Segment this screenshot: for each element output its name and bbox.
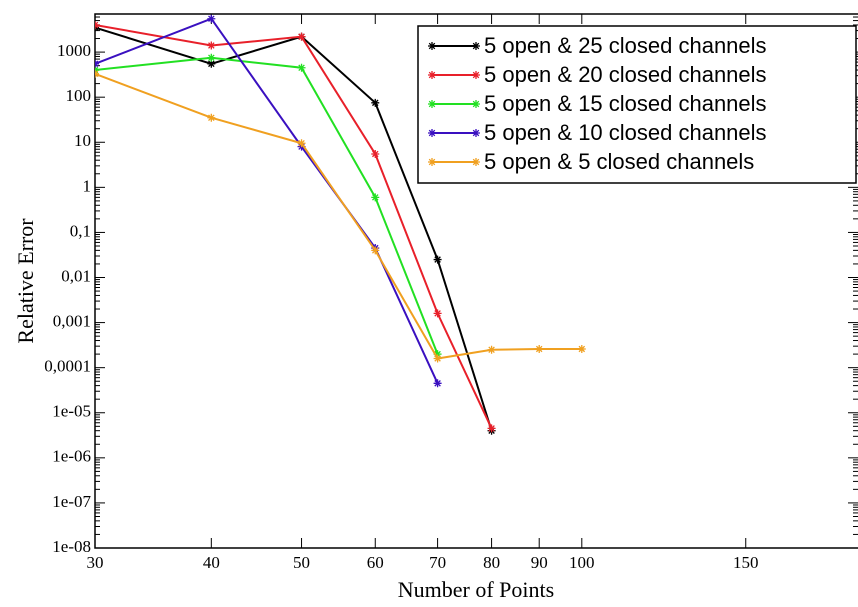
y-tick-label: 0,001 xyxy=(53,311,91,330)
y-axis-label: Relative Error xyxy=(13,218,38,344)
y-tick-label: 0,1 xyxy=(70,221,91,240)
legend-label: 5 open & 10 closed channels xyxy=(484,120,767,145)
x-tick-label: 70 xyxy=(429,553,446,572)
marker xyxy=(371,193,380,202)
marker xyxy=(95,69,99,78)
marker xyxy=(433,354,442,363)
plot-area xyxy=(95,14,586,435)
x-tick-label: 40 xyxy=(203,553,220,572)
y-tick-label: 0,0001 xyxy=(44,357,91,376)
y-tick-label: 0,01 xyxy=(61,266,91,285)
marker xyxy=(297,63,306,72)
marker xyxy=(371,149,380,158)
marker xyxy=(207,59,216,68)
marker xyxy=(371,246,380,255)
x-tick-label: 100 xyxy=(569,553,595,572)
marker xyxy=(428,129,436,137)
x-tick-label: 80 xyxy=(483,553,500,572)
legend-label: 5 open & 20 closed channels xyxy=(484,62,767,87)
legend-label: 5 open & 5 closed channels xyxy=(484,149,754,174)
x-tick-label: 90 xyxy=(531,553,548,572)
legend-label: 5 open & 25 closed channels xyxy=(484,33,767,58)
marker xyxy=(472,100,480,108)
x-tick-label: 60 xyxy=(367,553,384,572)
marker xyxy=(472,158,480,166)
marker xyxy=(535,344,544,353)
y-tick-label: 1e-08 xyxy=(52,537,91,556)
y-tick-label: 1e-06 xyxy=(52,447,91,466)
y-tick-label: 1e-05 xyxy=(52,402,91,421)
marker xyxy=(428,158,436,166)
marker xyxy=(487,345,496,354)
series-line xyxy=(95,26,493,431)
marker xyxy=(428,42,436,50)
marker xyxy=(207,53,216,62)
x-tick-label: 30 xyxy=(87,553,104,572)
legend-label: 5 open & 15 closed channels xyxy=(484,91,767,116)
series-line xyxy=(95,56,439,355)
marker xyxy=(371,98,380,107)
y-tick-label: 100 xyxy=(66,86,92,105)
marker xyxy=(433,255,442,264)
y-tick-label: 10 xyxy=(74,131,91,150)
x-tick-label: 150 xyxy=(733,553,759,572)
marker xyxy=(472,129,480,137)
plot-frame xyxy=(94,13,858,549)
marker xyxy=(95,59,99,68)
marker xyxy=(577,344,586,353)
series-line xyxy=(95,17,439,384)
marker xyxy=(207,113,216,122)
marker xyxy=(433,379,442,388)
series-line xyxy=(95,23,493,429)
marker xyxy=(472,71,480,79)
y-tick-label: 1 xyxy=(83,176,92,195)
marker xyxy=(487,424,496,433)
marker xyxy=(433,350,442,359)
series-line xyxy=(95,72,582,360)
y-tick-label: 1e-07 xyxy=(52,492,91,511)
marker xyxy=(207,14,216,23)
marker xyxy=(95,20,99,29)
marker xyxy=(297,139,306,148)
marker xyxy=(428,71,436,79)
x-tick-label: 50 xyxy=(293,553,310,572)
marker xyxy=(428,100,436,108)
marker xyxy=(472,42,480,50)
legend-box xyxy=(417,25,857,184)
marker xyxy=(207,41,216,50)
marker xyxy=(297,32,306,41)
x-axis-label: Number of Points xyxy=(398,577,554,602)
marker xyxy=(433,309,442,318)
y-tick-label: 1000 xyxy=(57,41,91,60)
